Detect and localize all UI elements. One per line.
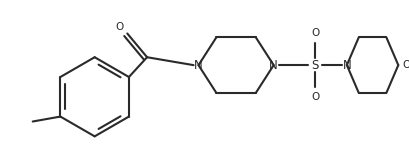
Text: N: N xyxy=(342,59,351,72)
Text: N: N xyxy=(193,59,202,72)
Text: O: O xyxy=(310,29,319,38)
Text: N: N xyxy=(269,59,277,72)
Text: O: O xyxy=(310,92,319,102)
Text: S: S xyxy=(311,59,318,72)
Text: O: O xyxy=(401,60,409,70)
Text: O: O xyxy=(115,22,123,32)
